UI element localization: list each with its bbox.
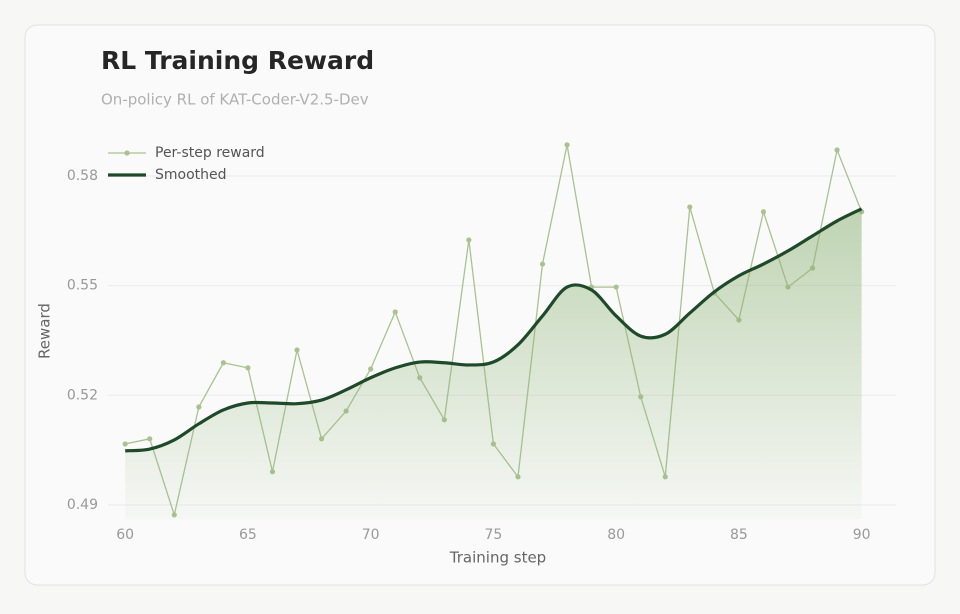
x-tick-label: 70 xyxy=(362,527,380,543)
x-axis-label: Training step xyxy=(449,549,546,567)
y-tick-label: 0.58 xyxy=(67,168,98,184)
x-tick-label: 90 xyxy=(853,527,871,543)
point xyxy=(466,237,472,243)
point xyxy=(392,309,398,315)
x-tick-label: 60 xyxy=(116,527,134,543)
x-tick-label: 75 xyxy=(484,527,502,543)
point xyxy=(613,284,619,290)
legend-label: Per-step reward xyxy=(155,145,265,161)
legend-label: Smoothed xyxy=(155,167,227,183)
x-tick-label: 65 xyxy=(239,527,257,543)
point xyxy=(294,347,300,353)
line xyxy=(125,207,863,453)
point xyxy=(147,436,153,442)
point xyxy=(368,366,374,372)
area xyxy=(125,208,862,520)
chart-subtitle: On-policy RL of KAT-Coder-V2.5-Dev xyxy=(101,91,369,109)
x-tick-label: 85 xyxy=(730,527,748,543)
point xyxy=(539,261,546,267)
y-tick-label: 0.49 xyxy=(67,497,98,513)
point xyxy=(564,142,570,148)
point xyxy=(122,441,128,447)
y-axis-label: Reward xyxy=(36,303,54,359)
point xyxy=(687,204,693,210)
y-tick-label: 0.55 xyxy=(67,278,98,294)
x-tick-label: 80 xyxy=(607,527,625,543)
chart-title: RL Training Reward xyxy=(101,46,374,75)
point xyxy=(760,209,767,215)
point xyxy=(220,360,226,366)
point xyxy=(196,404,202,410)
y-tick-label: 0.52 xyxy=(67,387,98,403)
point xyxy=(245,365,251,371)
legend-marker xyxy=(124,150,130,156)
point xyxy=(834,147,840,153)
